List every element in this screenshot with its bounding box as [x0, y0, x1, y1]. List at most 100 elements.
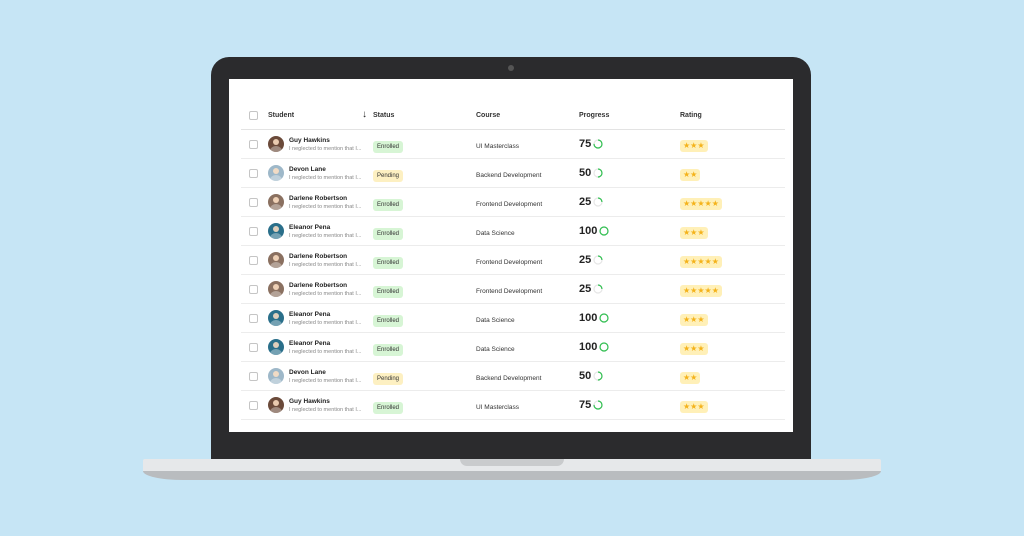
select-cell — [241, 129, 268, 159]
star-icon: ★ — [683, 286, 691, 295]
course-name: Backend Development — [476, 375, 542, 382]
status-cell: Enrolled — [373, 274, 476, 304]
table-row[interactable]: Devon Lane I neglected to mention that I… — [241, 361, 785, 391]
student-note: I neglected to mention that I... — [289, 174, 362, 181]
table-row[interactable]: Eleanor Pena I neglected to mention that… — [241, 303, 785, 333]
table-row[interactable]: Eleanor Pena I neglected to mention that… — [241, 216, 785, 246]
star-icon: ★ — [711, 199, 719, 208]
table-row[interactable]: Darlene Robertson I neglected to mention… — [241, 245, 785, 275]
row-checkbox[interactable] — [249, 226, 258, 236]
table-row[interactable]: Devon Lane I neglected to mention that I… — [241, 158, 785, 188]
table-row[interactable]: Guy Hawkins I neglected to mention that … — [241, 129, 785, 159]
progress-cell: 75 — [579, 390, 680, 420]
header-rating[interactable]: Rating — [680, 101, 785, 130]
avatar — [268, 368, 284, 384]
camera-icon — [508, 65, 514, 71]
select-cell — [241, 303, 268, 333]
progress-value: 75 — [579, 138, 592, 150]
progress-ring-icon — [593, 255, 603, 265]
status-cell: Enrolled — [373, 187, 476, 217]
star-icon: ★ — [711, 286, 719, 295]
progress-cell: 75 — [579, 129, 680, 159]
student-note: I neglected to mention that I... — [289, 290, 362, 297]
course-cell: Frontend Development — [476, 245, 579, 275]
row-checkbox[interactable] — [249, 284, 258, 294]
avatar — [268, 165, 284, 181]
select-cell — [241, 274, 268, 304]
rating-stars: ★★★★★ — [680, 285, 722, 297]
progress-cell: 100 — [579, 332, 680, 362]
star-icon: ★ — [683, 402, 691, 411]
star-icon: ★ — [690, 228, 698, 237]
row-checkbox[interactable] — [249, 168, 258, 178]
student-name: Devon Lane — [289, 165, 326, 173]
row-checkbox[interactable] — [249, 139, 258, 149]
rating-cell: ★★ — [680, 158, 785, 188]
arrow-down-icon[interactable]: ↓ — [362, 109, 367, 120]
laptop-base-bottom — [143, 471, 881, 480]
rating-cell: ★★★ — [680, 390, 785, 420]
course-name: UI Masterclass — [476, 143, 519, 150]
star-icon: ★ — [697, 402, 705, 411]
row-checkbox[interactable] — [249, 400, 258, 410]
star-icon: ★ — [690, 257, 698, 266]
star-icon: ★ — [690, 199, 698, 208]
rating-stars: ★★ — [680, 169, 701, 181]
progress-cell: 100 — [579, 216, 680, 246]
course-name: UI Masterclass — [476, 404, 519, 411]
row-checkbox[interactable] — [249, 313, 258, 323]
star-icon: ★ — [697, 315, 705, 324]
rating-stars: ★★★ — [680, 314, 708, 326]
table-row[interactable]: Eleanor Pena I neglected to mention that… — [241, 332, 785, 362]
header-student[interactable]: Student ↓ — [268, 101, 373, 130]
progress-value: 25 — [579, 196, 592, 208]
avatar — [268, 194, 284, 210]
star-icon: ★ — [697, 141, 705, 150]
student-cell: Guy Hawkins I neglected to mention that … — [268, 129, 373, 159]
row-checkbox[interactable] — [249, 342, 258, 352]
star-icon: ★ — [697, 228, 705, 237]
table-header-row: Student ↓ Status Course Progress Rating — [241, 101, 785, 130]
row-checkbox[interactable] — [249, 255, 258, 265]
row-checkbox[interactable] — [249, 197, 258, 207]
header-course[interactable]: Course — [476, 101, 579, 130]
progress-cell: 25 — [579, 274, 680, 304]
rating-stars: ★★★★★ — [680, 198, 722, 210]
row-checkbox[interactable] — [249, 371, 258, 381]
star-icon: ★ — [690, 344, 698, 353]
select-cell — [241, 187, 268, 217]
table-row[interactable]: Guy Hawkins I neglected to mention that … — [241, 390, 785, 420]
student-name: Eleanor Pena — [289, 223, 331, 231]
star-icon: ★ — [697, 199, 705, 208]
course-cell: Backend Development — [476, 361, 579, 391]
student-name: Guy Hawkins — [289, 136, 330, 144]
course-name: Backend Development — [476, 172, 542, 179]
rating-stars: ★★★ — [680, 343, 708, 355]
rating-stars: ★★★ — [680, 140, 708, 152]
progress-ring-icon — [593, 400, 603, 410]
avatar — [268, 136, 284, 152]
laptop-screen: Student ↓ Status Course Progress Rating … — [229, 79, 793, 432]
star-icon: ★ — [690, 402, 698, 411]
status-badge: Pending — [373, 373, 404, 385]
avatar — [268, 310, 284, 326]
student-cell: Devon Lane I neglected to mention that I… — [268, 361, 373, 391]
progress-value: 50 — [579, 167, 592, 179]
header-status[interactable]: Status — [373, 101, 476, 130]
student-name: Eleanor Pena — [289, 339, 331, 347]
table-row[interactable]: Darlene Robertson I neglected to mention… — [241, 274, 785, 304]
student-cell: Devon Lane I neglected to mention that I… — [268, 158, 373, 188]
status-cell: Pending — [373, 158, 476, 188]
progress-value: 50 — [579, 370, 592, 382]
select-all-checkbox[interactable] — [249, 110, 258, 120]
star-icon: ★ — [697, 257, 705, 266]
header-select-cell — [241, 101, 268, 130]
course-cell: Data Science — [476, 303, 579, 333]
laptop-notch — [460, 459, 564, 466]
progress-cell: 25 — [579, 245, 680, 275]
rating-cell: ★★ — [680, 361, 785, 391]
student-note: I neglected to mention that I... — [289, 319, 362, 326]
star-icon: ★ — [690, 170, 698, 179]
table-row[interactable]: Darlene Robertson I neglected to mention… — [241, 187, 785, 217]
header-progress[interactable]: Progress — [579, 101, 680, 130]
